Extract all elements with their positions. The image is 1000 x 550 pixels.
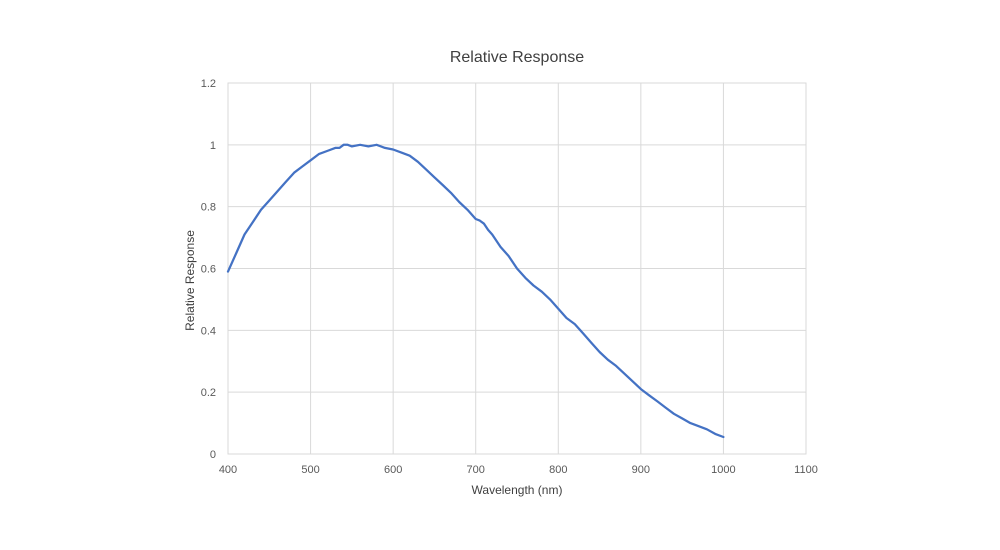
series-layer [226, 143, 725, 439]
x-tick-label: 1000 [711, 464, 735, 476]
grid-lines [227, 82, 807, 455]
x-tick-label: 1100 [794, 464, 818, 476]
y-tick-label: 0.8 [201, 202, 216, 214]
y-tick-label: 1.2 [201, 78, 216, 90]
series-line [226, 143, 725, 439]
x-tick-label: 600 [384, 464, 402, 476]
y-tick-label: 0 [210, 449, 216, 461]
x-axis-title: Wavelength (nm) [472, 483, 563, 497]
y-tick-label: 0.6 [201, 264, 216, 276]
chart-title: Relative Response [450, 49, 584, 66]
y-tick-label: 1 [210, 140, 216, 152]
y-tick-label: 0.4 [201, 325, 216, 337]
chart-container: 400 500 600 700 800 900 1000 1100 0 0.2 0.4 0.6 0.8… [180, 30, 820, 510]
x-axis-ticks: 400 500 600 700 800 900 1000 1100 [219, 464, 818, 476]
y-tick-label: 0.2 [201, 387, 216, 399]
plot-area-border [227, 82, 807, 455]
y-axis-title: Relative Response [183, 230, 197, 331]
relative-response-chart: 400 500 600 700 800 900 1000 1100 0 0.2 0.4 0.6 0.8… [183, 49, 818, 497]
x-tick-label: 900 [632, 464, 650, 476]
x-tick-label: 400 [219, 464, 237, 476]
x-tick-label: 800 [549, 464, 567, 476]
x-tick-label: 700 [467, 464, 485, 476]
x-tick-label: 500 [301, 464, 319, 476]
y-axis-ticks: 0 0.2 0.4 0.6 0.8 1 1.2 [201, 78, 216, 461]
